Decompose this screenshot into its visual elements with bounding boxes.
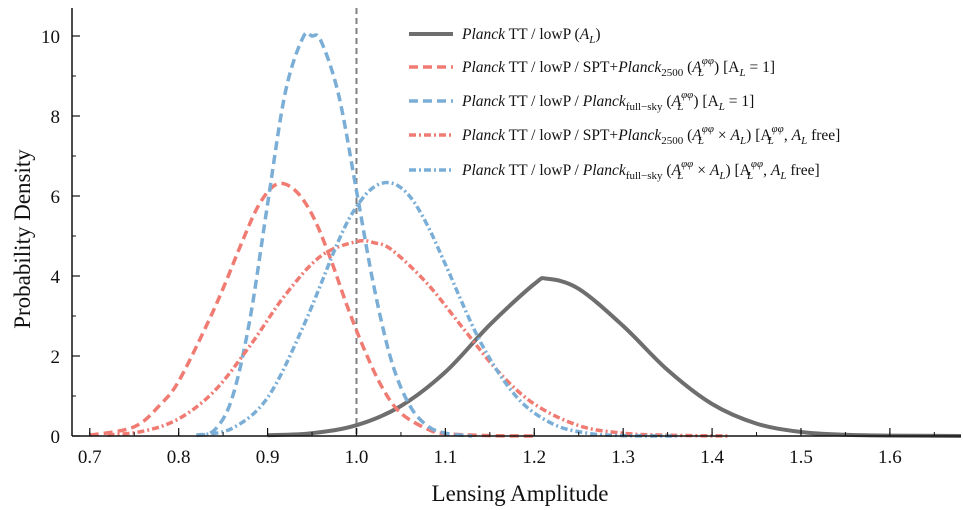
series-group	[89, 30, 962, 438]
series-line-5	[196, 180, 677, 438]
x-axis-title: Lensing Amplitude	[432, 481, 609, 506]
series-line-2	[89, 181, 535, 438]
x-tick-label: 1.0	[345, 447, 369, 468]
x-tick-label: 1.5	[789, 447, 813, 468]
x-tick-label: 0.8	[167, 447, 191, 468]
x-tick-label: 0.7	[78, 447, 102, 468]
legend-label: Planck TT / lowP / Planckfull−sky (Aφφ L …	[461, 158, 820, 182]
legend: Planck TT / lowP (AL) Planck TT / lowP /…	[409, 26, 840, 182]
axes	[71, 8, 961, 437]
legend-entry: Planck TT / lowP / Planckfull−sky (Aφφ L …	[409, 158, 820, 182]
ticks: 0.7 0.8 0.9 1.0 1.1 1.2 1.3 1.4 1.5 1.6 0 2 4 6 8 10	[41, 27, 935, 468]
legend-label: Planck TT / lowP / SPT+Planck2500 (Aφφ L …	[461, 123, 840, 147]
series-line-4	[107, 238, 730, 438]
y-tick-label: 8	[51, 107, 61, 128]
y-tick-label: 0	[51, 427, 61, 448]
y-tick-label: 4	[51, 267, 61, 288]
x-tick-label: 1.6	[878, 447, 902, 468]
x-tick-label: 1.4	[700, 447, 724, 468]
x-tick-label: 1.3	[611, 447, 635, 468]
legend-label: Planck TT / lowP (AL)	[461, 26, 600, 46]
legend-entry: Planck TT / lowP / Planckfull−sky (Aφφ L)…	[409, 89, 754, 113]
legend-label: Planck TT / lowP / SPT+Planck2500 (Aφφ L)…	[461, 55, 775, 79]
y-axis-title: Probability Density	[10, 149, 35, 329]
series-line-3	[195, 30, 473, 438]
legend-label: Planck TT / lowP / Planckfull−sky (Aφφ L)…	[461, 89, 754, 113]
series-line-1	[267, 276, 962, 438]
legend-entry: Planck TT / lowP (AL)	[409, 26, 600, 46]
legend-entry: Planck TT / lowP / SPT+Planck2500 (Aφφ L …	[409, 123, 840, 147]
legend-entry: Planck TT / lowP / SPT+Planck2500 (Aφφ L)…	[409, 55, 775, 79]
x-tick-label: 1.1	[434, 447, 458, 468]
x-tick-label: 0.9	[256, 447, 280, 468]
y-tick-label: 2	[51, 347, 61, 368]
x-tick-label: 1.2	[522, 447, 546, 468]
y-tick-label: 10	[41, 27, 60, 48]
y-tick-label: 6	[51, 187, 61, 208]
